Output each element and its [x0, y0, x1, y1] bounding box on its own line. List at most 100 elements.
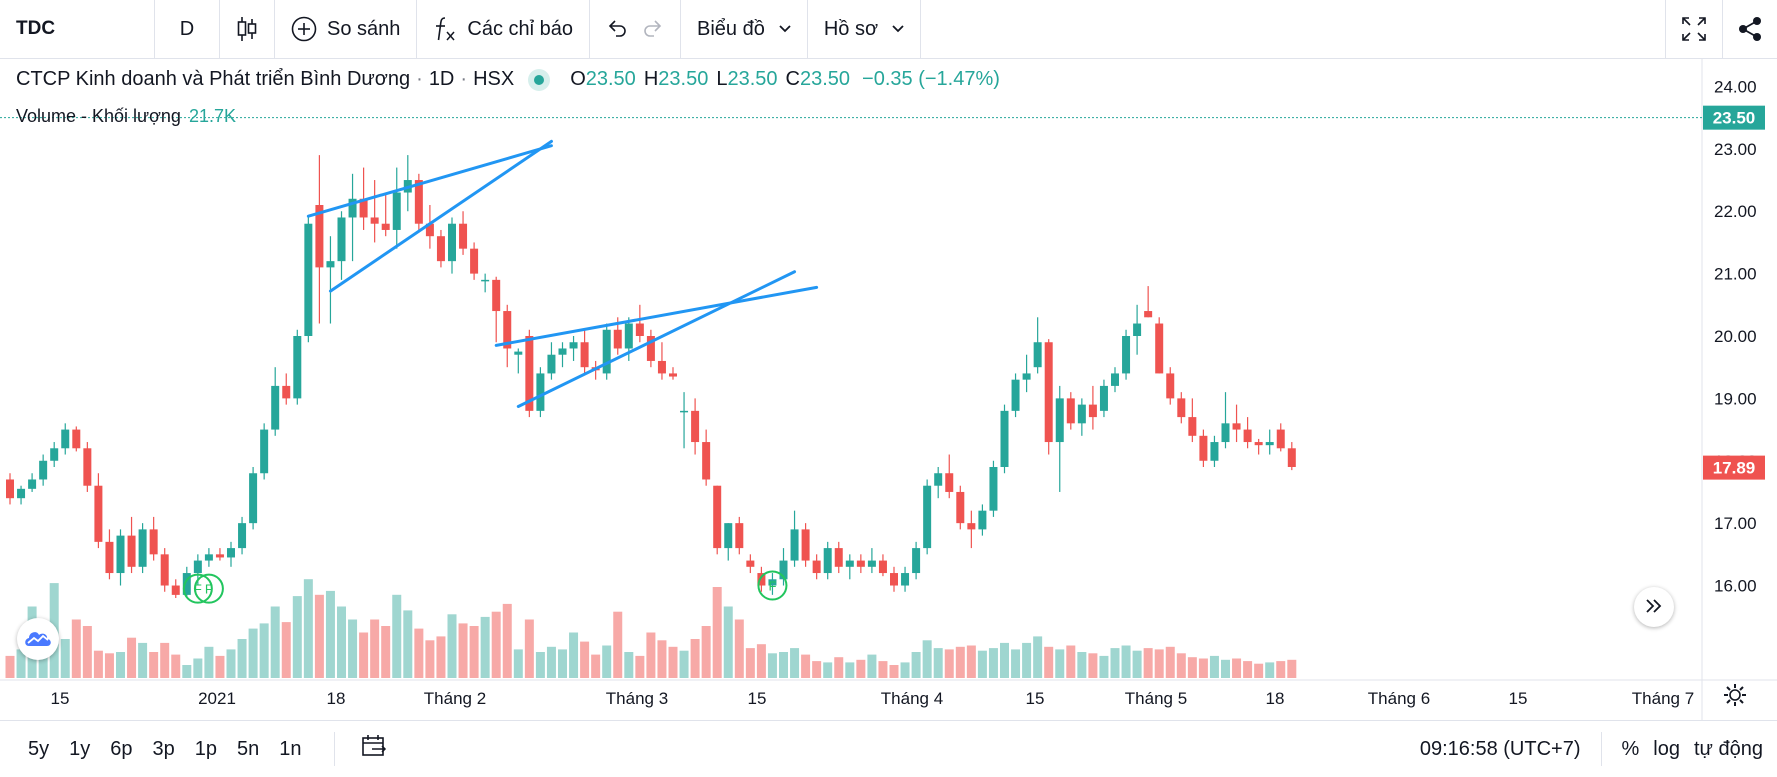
event-marker-label: F	[194, 582, 202, 597]
candle-body	[702, 442, 711, 480]
chevron-down-icon	[892, 25, 904, 33]
plus-circle-icon	[291, 16, 317, 42]
candles-icon	[236, 15, 258, 43]
candle	[834, 541, 843, 574]
candle-body	[414, 180, 423, 224]
candle	[569, 336, 578, 361]
time-tick-label: Tháng 5	[1125, 689, 1187, 708]
price-tick-label: 17.00	[1714, 514, 1757, 533]
volume-bar	[270, 606, 280, 678]
log-scale-button[interactable]: log	[1653, 737, 1680, 760]
chart-style-button[interactable]	[220, 0, 275, 58]
price-badge-label: 23.50	[1713, 109, 1756, 128]
candle-body	[580, 342, 589, 368]
price-chart[interactable]: FFF 24.0023.0022.0021.0020.0019.0018.001…	[0, 58, 1777, 720]
trendline	[328, 139, 553, 293]
volume-bar	[867, 654, 877, 678]
candle	[735, 516, 744, 555]
volume-bar	[93, 650, 103, 678]
volume-bar	[447, 614, 457, 678]
candle-body	[481, 279, 490, 282]
candle-body	[525, 336, 534, 411]
candle-body	[746, 560, 755, 567]
candle	[94, 473, 103, 549]
scroll-to-realtime-button[interactable]	[1634, 587, 1674, 627]
trendline-layer	[306, 139, 819, 408]
candle-body	[1276, 429, 1285, 449]
range-1p[interactable]: 1p	[194, 737, 217, 760]
volume-bar	[834, 657, 844, 678]
volume-bar	[1132, 650, 1142, 678]
candle	[370, 180, 379, 243]
candle	[315, 155, 324, 324]
volume-bar	[248, 628, 258, 678]
chart-menu-button[interactable]: Biểu đồ	[681, 0, 808, 58]
calendar-range-icon[interactable]	[361, 734, 387, 764]
indicators-button[interactable]: Các chỉ báo	[417, 0, 591, 58]
candle	[337, 211, 346, 280]
volume-bar	[823, 662, 833, 678]
trendline	[306, 144, 553, 218]
auto-scale-button[interactable]: tự động	[1694, 737, 1763, 760]
cloud-logo-icon[interactable]	[17, 618, 59, 660]
range-1n[interactable]: 1n	[279, 737, 302, 760]
market-status-icon[interactable]	[528, 68, 551, 91]
redo-icon[interactable]	[642, 19, 664, 39]
undo-icon[interactable]	[606, 19, 628, 39]
volume-bar	[392, 594, 402, 678]
candle-body	[1144, 311, 1153, 318]
fullscreen-button[interactable]	[1666, 0, 1723, 58]
volume-bar	[491, 611, 501, 678]
symbol-search-button[interactable]: TDC	[0, 0, 155, 58]
compare-button[interactable]: So sánh	[275, 0, 418, 58]
candle-body	[635, 323, 644, 336]
candle-body	[801, 529, 810, 561]
time-tick-label: Tháng 4	[881, 689, 943, 708]
candle-body	[282, 385, 291, 399]
range-5y[interactable]: 5y	[28, 737, 50, 760]
gear-icon[interactable]	[1722, 682, 1748, 708]
candle	[801, 523, 810, 567]
volume-bar	[292, 596, 302, 678]
candle-body	[304, 223, 313, 336]
volume-bar	[856, 659, 866, 678]
candle	[481, 273, 490, 293]
price-badge-bg	[1703, 105, 1765, 130]
candle	[1088, 385, 1097, 430]
volume-bar	[1198, 658, 1208, 678]
low-value: 23.50	[727, 68, 778, 90]
range-5n[interactable]: 5n	[237, 737, 260, 760]
candle-body	[392, 192, 401, 230]
volume-bar	[546, 646, 556, 678]
range-6p[interactable]: 6p	[110, 737, 133, 760]
candle-body	[1099, 385, 1108, 411]
volume-bar	[71, 619, 81, 678]
volume-bar	[513, 649, 523, 678]
volume-bar	[712, 587, 722, 678]
interval-button[interactable]: D	[155, 0, 220, 58]
candle-body	[1265, 442, 1274, 446]
candle-body	[536, 373, 545, 411]
candle	[669, 367, 677, 380]
volume-bar	[281, 622, 291, 678]
candle	[978, 504, 987, 536]
candle-body	[989, 467, 998, 511]
candle	[1133, 304, 1142, 355]
volume-bar	[613, 611, 623, 678]
volume-bar	[988, 648, 998, 678]
percent-scale-button[interactable]: %	[1621, 737, 1640, 760]
event-marker: F	[193, 573, 224, 604]
candle	[149, 516, 158, 561]
profile-menu-button[interactable]: Hồ sơ	[808, 0, 922, 58]
bottom-separator	[333, 732, 335, 766]
candle	[1265, 429, 1274, 455]
candle	[348, 173, 357, 262]
range-3p[interactable]: 3p	[152, 737, 175, 760]
legend-separator: ·	[416, 68, 423, 90]
volume-bar	[756, 644, 766, 678]
range-1y[interactable]: 1y	[69, 737, 91, 760]
volume-bar	[160, 642, 170, 678]
clock-time[interactable]: 09:16:58 (UTC+7)	[1419, 737, 1581, 760]
candle-body	[735, 523, 744, 549]
share-button[interactable]	[1723, 0, 1777, 58]
